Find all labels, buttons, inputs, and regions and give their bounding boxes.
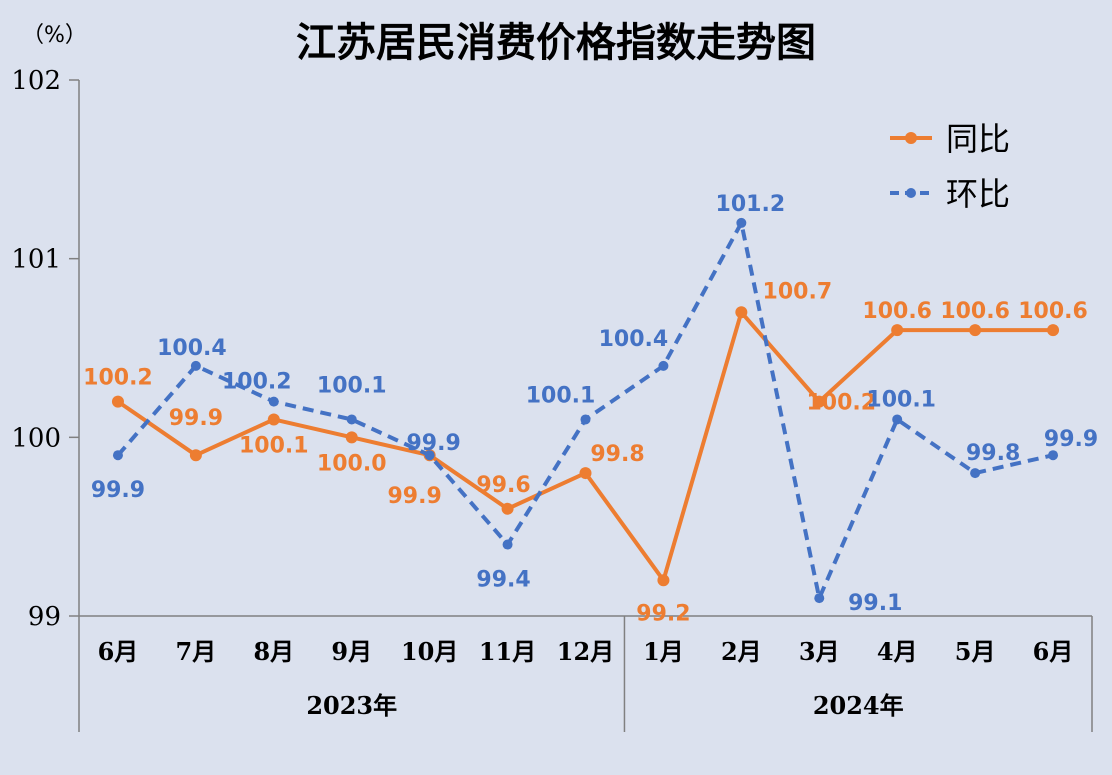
data-label-mom: 100.1 <box>526 383 596 408</box>
x-tick-label: 3月 <box>799 637 840 666</box>
data-label-yoy: 99.9 <box>169 406 223 431</box>
series-layer <box>111 217 1060 604</box>
data-point-yoy <box>813 395 826 408</box>
y-tick-label: 99 <box>28 602 61 632</box>
x-tick-label: 10月 <box>401 637 458 666</box>
data-label-yoy: 100.1 <box>239 433 309 458</box>
data-label-yoy: 99.8 <box>590 442 644 467</box>
data-label-yoy: 100.6 <box>1018 299 1088 324</box>
y-tick-label: 100 <box>11 423 61 453</box>
x-tick-label: 4月 <box>877 637 918 666</box>
data-point-mom <box>190 360 201 371</box>
x-tick-label: 8月 <box>253 637 294 666</box>
data-point-mom <box>424 450 435 461</box>
data-point-mom <box>970 468 981 479</box>
x-tick-label: 9月 <box>331 637 372 666</box>
data-point-yoy <box>267 413 280 426</box>
data-point-yoy <box>657 574 670 587</box>
x-group-label: 2024年 <box>813 691 904 720</box>
data-label-yoy: 100.2 <box>806 391 876 416</box>
data-label-yoy: 100.2 <box>83 366 153 391</box>
data-point-mom <box>736 217 747 228</box>
data-label-yoy: 100.6 <box>940 299 1010 324</box>
x-tick-label: 5月 <box>955 637 996 666</box>
legend-marker-yoy <box>905 132 917 144</box>
data-label-yoy: 99.9 <box>388 484 442 509</box>
data-point-mom <box>892 414 903 425</box>
y-unit-label: （%） <box>22 23 87 48</box>
data-point-mom <box>658 360 669 371</box>
x-tick-label: 7月 <box>176 637 217 666</box>
data-point-mom <box>1048 450 1059 461</box>
data-label-mom: 99.9 <box>91 478 145 503</box>
data-label-yoy: 99.2 <box>636 601 690 626</box>
data-label-mom: 100.4 <box>157 336 227 361</box>
data-label-mom: 99.1 <box>848 591 902 616</box>
data-point-mom <box>580 414 591 425</box>
data-point-yoy <box>579 467 592 480</box>
x-tick-label: 6月 <box>98 637 139 666</box>
data-point-yoy <box>345 431 358 444</box>
x-group-label: 2023年 <box>306 691 397 720</box>
data-label-mom: 99.4 <box>476 568 530 593</box>
legend: 同比 环比 <box>890 120 1010 213</box>
data-point-yoy <box>969 324 982 337</box>
data-label-mom: 99.9 <box>1044 427 1098 452</box>
legend-label-yoy: 同比 <box>946 120 1010 158</box>
data-point-yoy <box>891 324 904 337</box>
y-tick-label: 101 <box>11 245 61 275</box>
data-label-mom: 100.1 <box>866 387 936 412</box>
x-tick-label: 11月 <box>479 637 536 666</box>
x-tick-label: 2月 <box>721 637 762 666</box>
data-label-yoy: 100.6 <box>862 299 932 324</box>
data-label-mom: 100.1 <box>317 373 387 398</box>
legend-label-mom: 环比 <box>946 175 1010 213</box>
data-point-yoy <box>189 449 202 462</box>
data-label-mom: 101.2 <box>716 192 786 217</box>
x-tick-label: 1月 <box>643 637 684 666</box>
data-point-mom <box>112 450 123 461</box>
data-label-mom: 99.9 <box>407 431 461 456</box>
x-tick-label: 6月 <box>1033 637 1074 666</box>
x-tick-label: 12月 <box>557 637 614 666</box>
data-label-mom: 99.8 <box>966 441 1020 466</box>
data-point-mom <box>814 593 825 604</box>
data-label-mom: 100.4 <box>599 327 669 352</box>
data-point-mom <box>502 539 513 550</box>
data-point-yoy <box>735 306 748 319</box>
data-point-yoy <box>501 502 514 515</box>
data-point-yoy <box>1047 324 1060 337</box>
axes: 99 100 101 102 6月 7月 8月 9月 10月 11月 12月 1月 2月 3月 4月 5月 6月… <box>11 66 1093 732</box>
data-point-yoy <box>111 395 124 408</box>
data-label-yoy: 100.0 <box>317 451 387 476</box>
data-point-mom <box>268 396 279 407</box>
y-tick-label: 102 <box>11 66 61 96</box>
chart-title: 江苏居民消费价格指数走势图 <box>296 20 816 66</box>
data-label-yoy: 100.7 <box>763 279 833 304</box>
legend-marker-mom <box>906 188 916 198</box>
data-point-mom <box>346 414 357 425</box>
data-label-yoy: 99.6 <box>476 473 530 498</box>
data-label-mom: 100.2 <box>222 370 292 395</box>
